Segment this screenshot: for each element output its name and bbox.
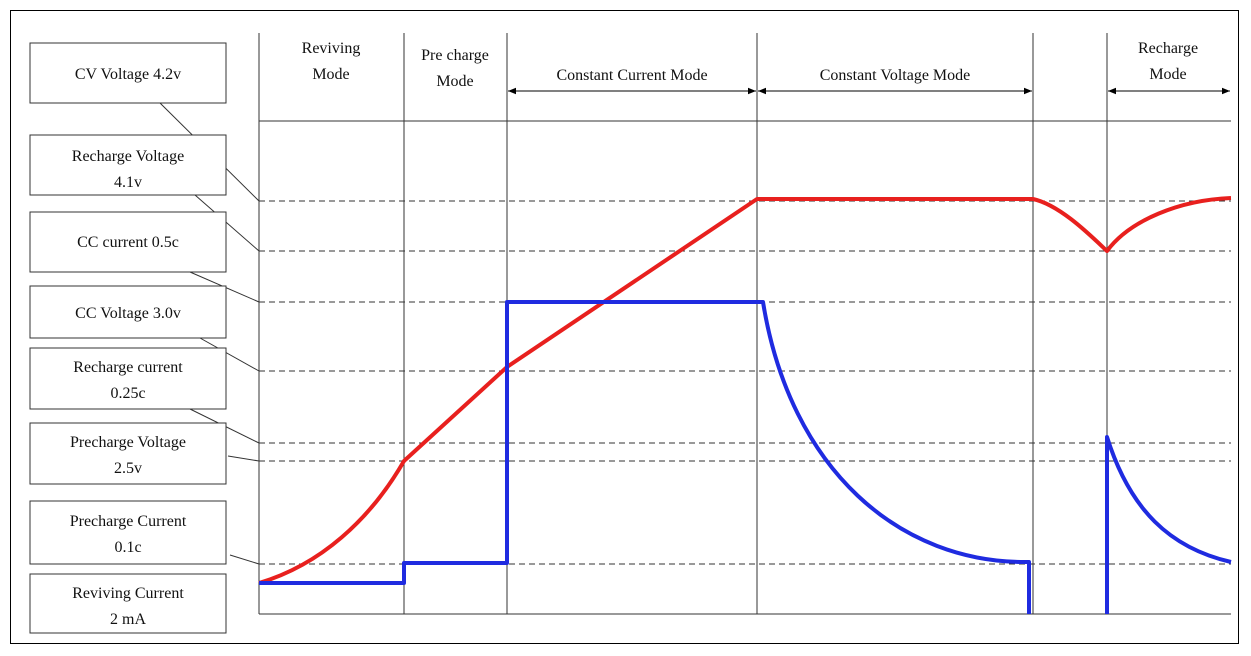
- leader-line-5: [227, 455, 260, 462]
- mode-header-text: Reviving: [302, 40, 361, 57]
- mode-header-text: Constant Current Mode: [556, 67, 707, 84]
- label-box-border: [29, 211, 227, 273]
- mode-header-text: Constant Voltage Mode: [820, 67, 971, 84]
- label-box-text: Recharge current: [73, 359, 183, 376]
- label-box-text: 2 mA: [110, 611, 146, 628]
- label-box-border: [29, 42, 227, 104]
- label-box-border: [29, 573, 227, 634]
- mode-header-reviving: Reviving Mode: [302, 40, 361, 83]
- label-box-text: Reviving Current: [72, 585, 184, 602]
- label-box-text: 4.1v: [114, 174, 142, 191]
- label-box-precharge-voltage: Precharge Voltage 2.5v: [29, 422, 227, 485]
- current-curve: [259, 300, 1232, 614]
- mode-header-text: Mode: [436, 73, 473, 90]
- mode-header-cv: Constant Voltage Mode: [758, 67, 1032, 95]
- label-box-text: 2.5v: [114, 460, 142, 477]
- label-box-text: Precharge Voltage: [70, 434, 186, 451]
- label-box-text: CV Voltage 4.2v: [75, 66, 181, 83]
- mode-header: Reviving Mode Pre charge Mode Constant Curre…: [302, 40, 1230, 95]
- grid-lines: [258, 33, 1231, 615]
- label-box-cc-current: CC current 0.5c: [29, 211, 227, 273]
- label-box-border: [29, 422, 227, 485]
- label-box-text: CC Voltage 3.0v: [75, 305, 181, 322]
- label-box-text: Precharge Current: [70, 513, 187, 530]
- label-box-text: 0.25c: [110, 385, 145, 402]
- label-box-border: [29, 500, 227, 565]
- voltage-curve: [258, 196, 1232, 585]
- label-box-precharge-current: Precharge Current 0.1c: [29, 500, 227, 565]
- label-box-border: [29, 285, 227, 339]
- label-box-recharge-current: Recharge current 0.25c: [29, 347, 227, 410]
- label-box-recharge-voltage: Recharge Voltage 4.1v: [29, 134, 227, 196]
- mode-header-recharge: Recharge Mode: [1108, 40, 1230, 95]
- mode-header-cc: Constant Current Mode: [508, 67, 756, 95]
- mode-header-text: Pre charge: [421, 47, 489, 64]
- mode-header-text: Mode: [312, 66, 349, 83]
- curves: [258, 196, 1232, 614]
- leader-line-6: [229, 554, 260, 565]
- label-box-border: [29, 134, 227, 196]
- label-box-text: Recharge Voltage: [72, 148, 184, 165]
- leader-line-1: [194, 194, 260, 252]
- mode-header-precharge: Pre charge Mode: [421, 47, 489, 90]
- label-box-border: [29, 347, 227, 410]
- label-box-text: 0.1c: [114, 539, 141, 556]
- leader-line-3: [199, 337, 260, 372]
- label-box-reviving-current: Reviving Current 2 mA: [29, 573, 227, 634]
- label-box-cv-voltage: CV Voltage 4.2v: [29, 42, 227, 104]
- label-box-text: CC current 0.5c: [77, 234, 179, 251]
- mode-header-text: Mode: [1149, 66, 1186, 83]
- label-boxes: CV Voltage 4.2v Recharge Voltage 4.1v CC cu…: [29, 42, 227, 634]
- mode-header-text: Recharge: [1138, 40, 1198, 57]
- label-box-cc-voltage: CC Voltage 3.0v: [29, 285, 227, 339]
